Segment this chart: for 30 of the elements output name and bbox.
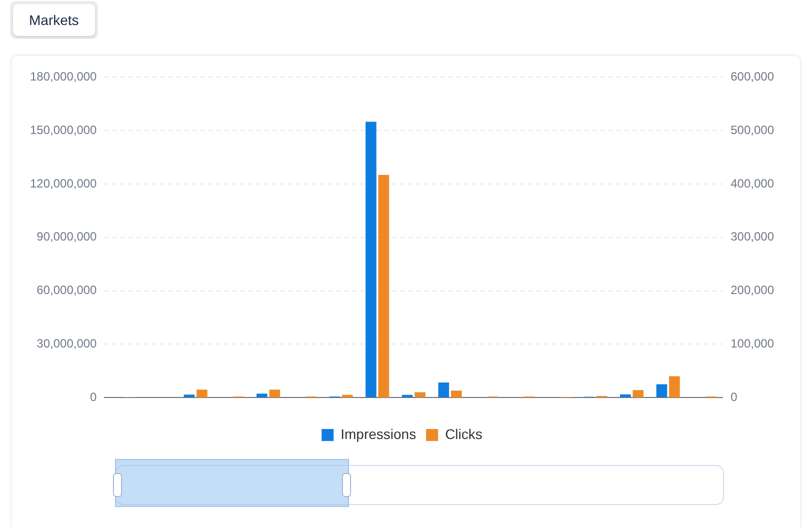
- chart-title: Markets: [13, 4, 95, 36]
- legend-label: Clicks: [445, 426, 482, 442]
- y2-tick-label: 200,000: [730, 283, 774, 298]
- y2-tick-label: 400,000: [730, 176, 774, 190]
- y2-tick-label: 0: [730, 390, 738, 404]
- y-tick-label: 150,000,000: [30, 122, 98, 137]
- y2-tick-label: 600,000: [730, 70, 774, 84]
- y-tick-label: 90,000,000: [36, 230, 98, 244]
- bar: [632, 390, 644, 398]
- bar: [669, 376, 680, 398]
- bar: [256, 394, 268, 398]
- bar: [620, 394, 631, 398]
- y2-tick-label: 100,000: [730, 336, 774, 351]
- bar: [366, 122, 376, 398]
- bar: [656, 384, 668, 398]
- bar: [378, 174, 390, 398]
- y2-tick-label: 500,000: [730, 122, 774, 137]
- y-tick-label: 30,000,000: [36, 336, 98, 351]
- bar: [184, 394, 195, 398]
- bar: [269, 390, 280, 398]
- y-tick-label: 0: [90, 390, 98, 404]
- bar: [414, 392, 426, 398]
- bar: [196, 390, 208, 398]
- y-tick-label: 120,000,000: [30, 176, 98, 190]
- bar: [438, 382, 450, 398]
- legend-label: Impressions: [340, 426, 416, 442]
- bar: [342, 394, 353, 398]
- y-tick-label: 180,000,000: [30, 70, 98, 84]
- y2-tick-label: 300,000: [730, 230, 774, 244]
- y-tick-label: 60,000,000: [36, 283, 98, 298]
